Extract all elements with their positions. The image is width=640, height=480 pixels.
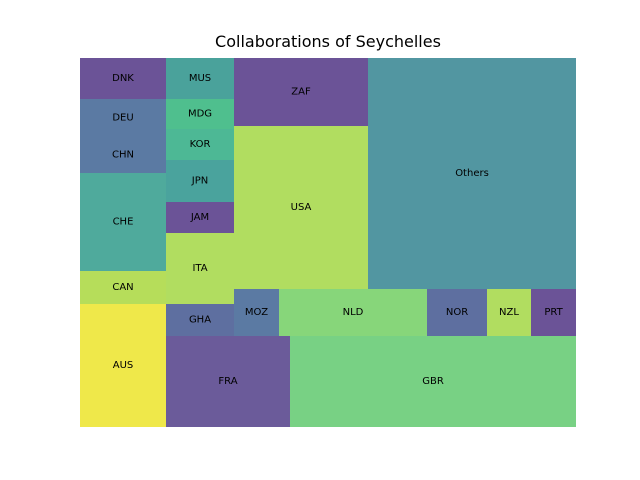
tile-label-ita: ITA: [192, 263, 207, 274]
tile-moz: MOZ: [234, 289, 279, 336]
tile-label-prt: PRT: [544, 307, 563, 318]
tile-label-kor: KOR: [190, 139, 211, 150]
tile-rect-jpn: [166, 160, 234, 202]
tile-rect-nzl: [487, 289, 531, 336]
tile-rect-che: [80, 173, 166, 271]
chart-title: Collaborations of Seychelles: [215, 32, 441, 51]
tile-rect-dnk: [80, 58, 166, 99]
tile-rect-prt: [531, 289, 576, 336]
tile-fra: FRA: [166, 336, 290, 427]
tile-label-nzl: NZL: [499, 307, 519, 318]
tile-zaf: ZAF: [234, 58, 368, 126]
tile-label-jam: JAM: [190, 212, 209, 223]
tile-label-che: CHE: [113, 217, 134, 228]
tile-label-gbr: GBR: [422, 376, 444, 387]
tile-label-jpn: JPN: [191, 176, 208, 187]
tile-usa: USA: [234, 126, 368, 289]
tile-label-aus: AUS: [113, 360, 134, 371]
tile-gbr: GBR: [290, 336, 576, 427]
tile-mus: MUS: [166, 58, 234, 99]
tile-nzl: NZL: [487, 289, 531, 336]
tile-jpn: JPN: [166, 160, 234, 202]
tile-rect-ita: [166, 233, 234, 304]
tile-gha: GHA: [166, 304, 234, 336]
tile-label-nor: NOR: [446, 307, 468, 318]
tile-rect-nld: [279, 289, 427, 336]
tile-label-dnk: DNK: [112, 73, 134, 84]
tile-rect-chn: [80, 137, 166, 173]
tile-others: Others: [368, 58, 576, 289]
tile-rect-kor: [166, 129, 234, 160]
tile-aus: AUS: [80, 304, 166, 427]
tile-nld: NLD: [279, 289, 427, 336]
tile-prt: PRT: [531, 289, 576, 336]
tile-rect-aus: [80, 304, 166, 427]
tile-rect-jam: [166, 202, 234, 233]
tile-mdg: MDG: [166, 99, 234, 129]
tile-label-usa: USA: [291, 202, 312, 213]
tile-rect-moz: [234, 289, 279, 336]
tile-can: CAN: [80, 271, 166, 304]
tile-rect-fra: [166, 336, 290, 427]
tile-dnk: DNK: [80, 58, 166, 99]
tile-label-fra: FRA: [218, 376, 237, 387]
tile-label-others: Others: [455, 168, 489, 179]
tile-deu: DEU: [80, 99, 166, 137]
tile-label-gha: GHA: [189, 315, 211, 326]
tile-label-can: CAN: [112, 282, 133, 293]
tile-kor: KOR: [166, 129, 234, 160]
tile-rect-can: [80, 271, 166, 304]
tile-label-zaf: ZAF: [291, 87, 311, 98]
tile-label-mus: MUS: [189, 73, 211, 84]
tile-label-mdg: MDG: [188, 109, 212, 120]
tile-chn: CHN: [80, 137, 166, 173]
tile-rect-gha: [166, 304, 234, 336]
tile-rect-mus: [166, 58, 234, 99]
tile-rect-deu: [80, 99, 166, 137]
tile-nor: NOR: [427, 289, 487, 336]
tile-che: CHE: [80, 173, 166, 271]
tile-rect-zaf: [234, 58, 368, 126]
tile-rect-others: [368, 58, 576, 289]
tile-jam: JAM: [166, 202, 234, 233]
tile-rect-usa: [234, 126, 368, 289]
tile-label-chn: CHN: [112, 150, 134, 161]
tile-rect-mdg: [166, 99, 234, 129]
tile-label-moz: MOZ: [245, 307, 268, 318]
tile-rect-gbr: [290, 336, 576, 427]
tile-rect-nor: [427, 289, 487, 336]
tile-label-deu: DEU: [112, 113, 133, 124]
tile-ita: ITA: [166, 233, 234, 304]
tile-label-nld: NLD: [343, 307, 364, 318]
